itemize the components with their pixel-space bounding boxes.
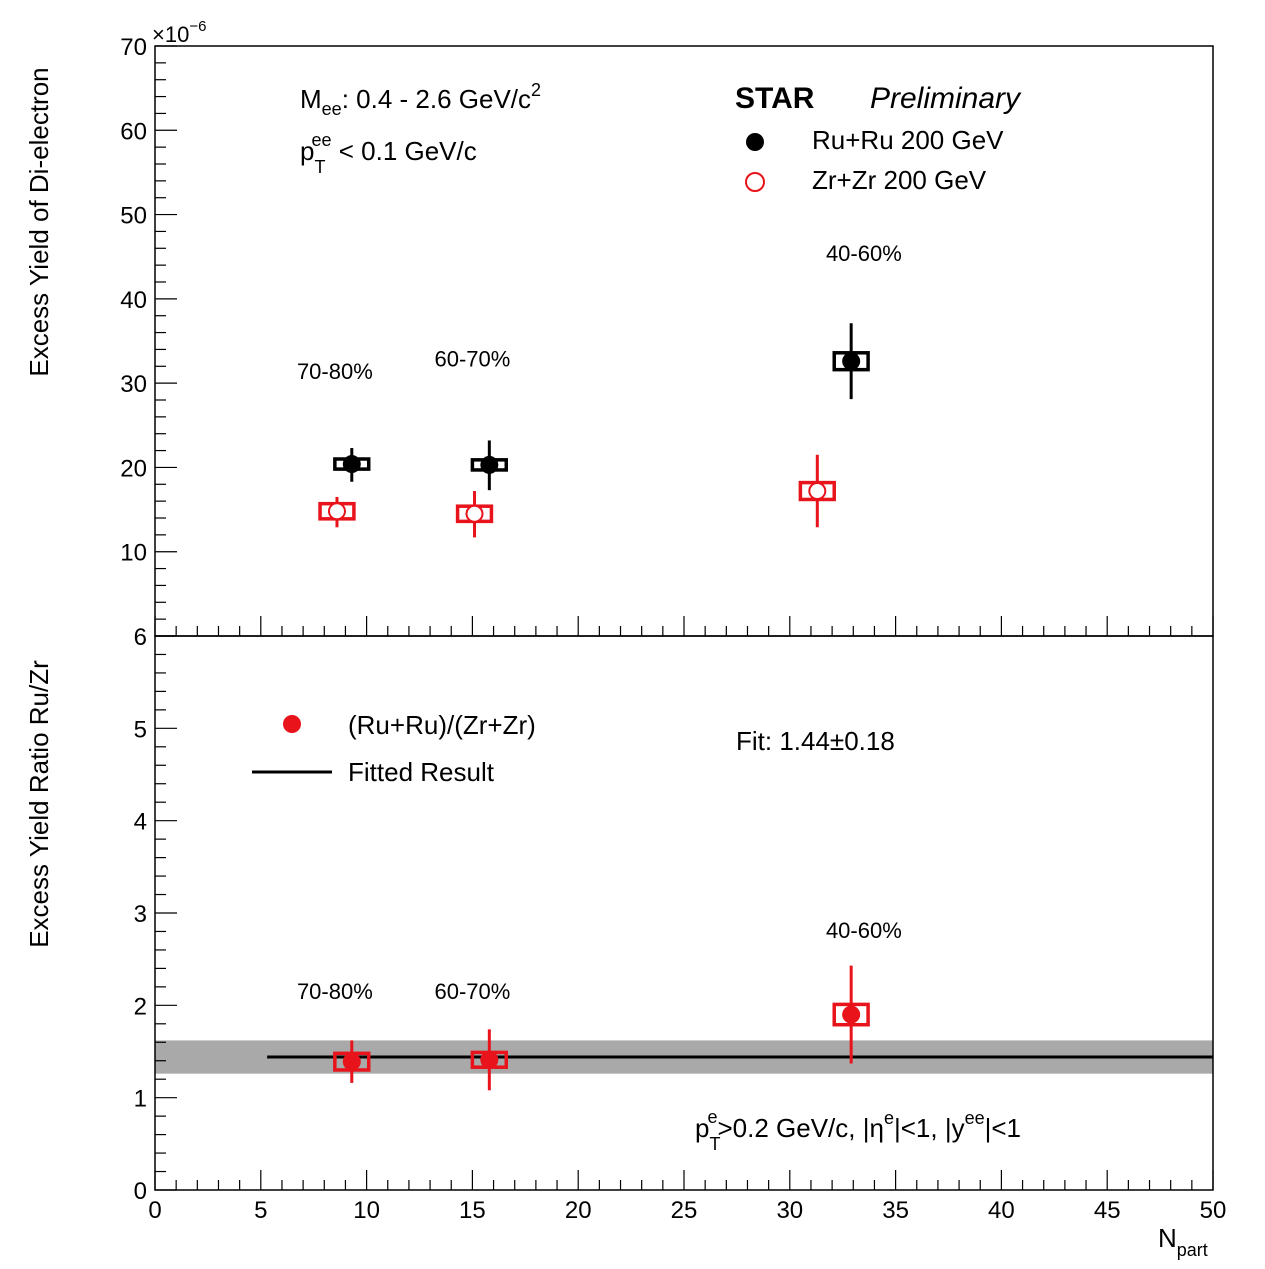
y-tick-label: 4 [134, 809, 147, 836]
y-tick-label: 60 [120, 118, 147, 145]
centrality-label: 40-60% [826, 241, 902, 266]
y-tick-label: 1 [134, 1086, 147, 1113]
x-tick-label: 35 [882, 1197, 909, 1224]
y-tick-label: 20 [120, 455, 147, 482]
data-point [480, 1050, 499, 1069]
centrality-label: 60-70% [434, 979, 510, 1004]
legend-label-zr: Zr+Zr 200 GeV [812, 165, 987, 195]
data-point [842, 352, 861, 371]
top-y-axis-label: Excess Yield of Di-electron [24, 67, 54, 376]
data-point [342, 455, 361, 474]
y-tick-label: 30 [120, 371, 147, 398]
top-legend: Ru+Ru 200 GeV Zr+Zr 200 GeV [745, 125, 1004, 195]
data-point [842, 1005, 861, 1024]
y-tick-label: 6 [134, 624, 147, 651]
fit-result-label: Fit: 1.44±0.18 [736, 726, 895, 756]
y-tick-label: 5 [134, 716, 147, 743]
legend-marker-ru [746, 133, 764, 151]
legend-label-ru: Ru+Ru 200 GeV [812, 125, 1004, 155]
mass-range-label: Mee: 0.4 - 2.6 GeV/c2 [300, 80, 541, 119]
y-tick-label: 3 [134, 901, 147, 928]
x-tick-label: 0 [148, 1197, 161, 1224]
y-tick-label: 40 [120, 287, 147, 314]
y-tick-label: 2 [134, 993, 147, 1020]
x-tick-label: 20 [565, 1197, 592, 1224]
kinematic-cuts-label: pTe>0.2 GeV/c, |ηe|<1, |yee|<1 [695, 1107, 1021, 1154]
centrality-label: 70-80% [297, 979, 373, 1004]
y-tick-label: 50 [120, 203, 147, 230]
centrality-label: 70-80% [297, 359, 373, 384]
top-panel: 10 20 30 40 50 60 70 70-80% 60-70% 40-60% [120, 34, 1214, 637]
data-point [342, 1052, 361, 1071]
y-tick-label: 70 [120, 34, 147, 61]
x-tick-label: 40 [988, 1197, 1015, 1224]
data-point [465, 504, 484, 523]
bottom-y-axis-label: Excess Yield Ratio Ru/Zr [24, 660, 54, 948]
preliminary-label: Preliminary [870, 82, 1022, 115]
top-y-multiplier: ×10−6 [152, 18, 206, 47]
x-tick-label: 15 [459, 1197, 486, 1224]
legend-marker-zr [745, 172, 765, 192]
y-tick-label: 0 [134, 1178, 147, 1205]
x-tick-label: 30 [776, 1197, 803, 1224]
legend-marker-ratio [283, 715, 301, 733]
data-point [327, 502, 346, 521]
centrality-label: 60-70% [434, 346, 510, 371]
data-point [480, 455, 499, 474]
bottom-legend: (Ru+Ru)/(Zr+Zr) Fitted Result [252, 710, 536, 787]
y-tick-label: 10 [120, 540, 147, 567]
sys-error-box [832, 1002, 870, 1027]
pt-cut-label: pTee < 0.1 GeV/c [300, 130, 477, 177]
x-axis-label: Npart [1158, 1223, 1208, 1260]
legend-label-fit: Fitted Result [348, 757, 495, 787]
star-label: STAR [735, 82, 815, 115]
x-tick-label: 5 [254, 1197, 267, 1224]
legend-label-ratio: (Ru+Ru)/(Zr+Zr) [348, 710, 536, 740]
x-tick-label: 10 [353, 1197, 380, 1224]
data-point [808, 482, 827, 501]
centrality-label: 40-60% [826, 918, 902, 943]
x-tick-label: 50 [1200, 1197, 1227, 1224]
plot-frame [154, 635, 1214, 1191]
x-tick-label: 25 [671, 1197, 698, 1224]
x-tick-label: 45 [1094, 1197, 1121, 1224]
